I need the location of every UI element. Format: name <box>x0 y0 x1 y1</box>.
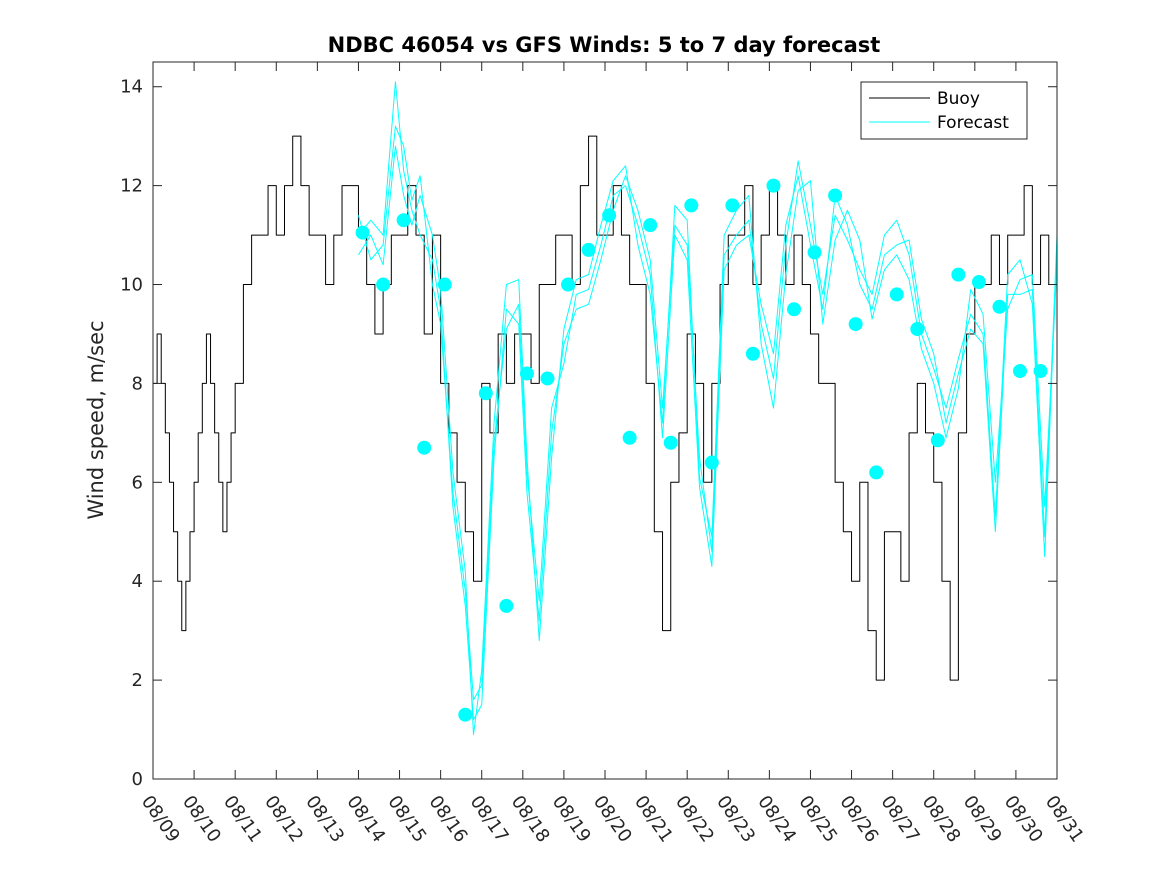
y-tick-label: 10 <box>120 275 143 296</box>
forecast-marker <box>643 218 658 233</box>
forecast-marker <box>1033 364 1048 379</box>
chart-title: NDBC 46054 vs GFS Winds: 5 to 7 day fore… <box>328 33 881 57</box>
forecast-marker <box>355 225 370 240</box>
forecast-marker <box>437 277 452 292</box>
forecast-marker <box>458 707 473 722</box>
forecast-marker <box>930 433 945 448</box>
forecast-marker <box>869 465 884 480</box>
y-tick-label: 0 <box>132 769 143 790</box>
plot-area <box>153 62 1057 779</box>
forecast-marker <box>971 275 986 290</box>
forecast-marker <box>540 371 555 386</box>
forecast-marker <box>478 386 493 401</box>
legend: Buoy Forecast <box>860 81 1028 140</box>
forecast-marker <box>807 245 822 260</box>
series-layer <box>153 81 1058 735</box>
forecast-marker <box>704 455 719 470</box>
forecast-marker <box>828 188 843 203</box>
forecast-marker <box>725 198 740 213</box>
forecast-marker <box>581 242 596 257</box>
legend-buoy-label: Buoy <box>937 89 980 109</box>
forecast-marker <box>396 213 411 228</box>
y-tick-label: 14 <box>120 77 143 98</box>
forecast-marker <box>602 208 617 223</box>
forecast-marker <box>1013 364 1028 379</box>
y-tick-label: 8 <box>132 373 143 394</box>
series-line-forecast-2 <box>358 145 1058 735</box>
forecast-marker <box>663 435 678 450</box>
forecast-marker <box>376 277 391 292</box>
forecast-marker <box>766 178 781 193</box>
y-axis: 0 2 4 6 8 10 12 14 <box>120 77 1057 790</box>
legend-forecast-label: Forecast <box>937 113 1009 133</box>
forecast-marker <box>684 198 699 213</box>
forecast-marker <box>417 440 432 455</box>
legend-box <box>860 81 1028 140</box>
y-tick-label: 12 <box>120 176 143 197</box>
forecast-marker <box>787 302 802 317</box>
forecast-marker <box>519 366 534 381</box>
forecast-marker <box>889 287 904 302</box>
forecast-marker <box>745 346 760 361</box>
series-line-forecast-3 <box>357 125 1058 701</box>
marker-layer <box>355 178 1048 722</box>
forecast-marker <box>951 267 966 282</box>
forecast-marker <box>622 430 637 445</box>
forecast-marker <box>561 277 576 292</box>
forecast-marker <box>992 299 1007 314</box>
series-line-buoy <box>153 135 1057 681</box>
forecast-marker <box>499 598 514 613</box>
y-tick-label: 2 <box>132 670 143 691</box>
y-axis-label: Wind speed, m/sec <box>84 320 108 519</box>
forecast-marker <box>848 317 863 332</box>
y-tick-label: 4 <box>132 571 143 592</box>
forecast-marker <box>910 322 925 337</box>
y-tick-label: 6 <box>132 472 143 493</box>
